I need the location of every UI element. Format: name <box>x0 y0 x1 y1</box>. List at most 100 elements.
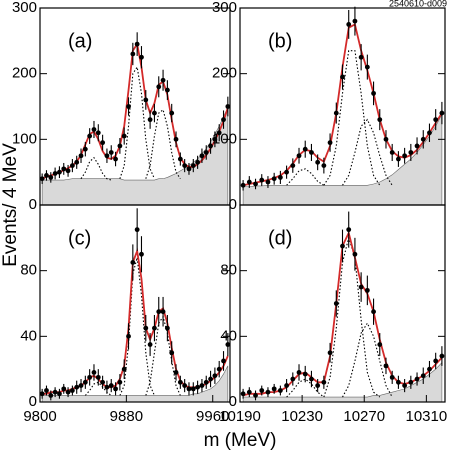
y-tick-label: 80 <box>220 262 237 279</box>
data-point <box>57 169 62 175</box>
data-point <box>225 342 231 347</box>
data-point <box>156 84 162 90</box>
data-point <box>87 133 93 139</box>
data-point <box>253 393 258 398</box>
data-point <box>284 383 289 388</box>
panel-frame <box>239 204 446 403</box>
data-point <box>240 182 246 188</box>
data-point <box>290 163 296 169</box>
data-point <box>389 374 395 380</box>
data-point <box>186 386 192 392</box>
data-point <box>315 383 321 388</box>
data-point <box>216 366 222 372</box>
background-area <box>242 361 443 403</box>
data-point <box>408 379 414 385</box>
data-point <box>190 386 196 392</box>
data-point <box>147 117 153 123</box>
data-point <box>203 379 209 385</box>
data-point <box>433 117 439 123</box>
panel-label: (a) <box>68 30 92 52</box>
data-point <box>134 227 140 233</box>
data-point <box>364 64 370 70</box>
data-point <box>427 366 432 372</box>
data-point <box>427 130 432 136</box>
y-tick-label: 40 <box>220 327 237 344</box>
data-point <box>173 136 179 142</box>
data-point <box>346 227 352 233</box>
data-point <box>383 363 389 369</box>
data-point <box>182 383 188 388</box>
y-tick-label: 0 <box>29 196 37 213</box>
data-point <box>352 18 358 24</box>
data-point <box>177 379 183 385</box>
figure-id: 2540610-d009 <box>389 0 447 8</box>
data-point <box>169 350 175 356</box>
data-point <box>39 391 45 397</box>
data-point <box>169 110 175 116</box>
data-point <box>69 163 75 169</box>
data-point <box>371 90 376 96</box>
data-point <box>277 175 283 180</box>
data-point <box>212 373 218 379</box>
data-point <box>182 163 188 169</box>
data-point <box>377 342 383 347</box>
data-point <box>327 140 333 146</box>
data-point <box>246 179 252 185</box>
data-point <box>414 376 420 382</box>
data-point <box>65 389 71 395</box>
component-curve <box>119 65 155 179</box>
data-point <box>190 163 196 169</box>
y-tick-label: 300 <box>212 0 237 16</box>
background-area <box>41 365 229 403</box>
component-curve <box>342 322 393 398</box>
data-point <box>95 374 101 380</box>
data-point <box>91 370 97 375</box>
y-tick-label: 0 <box>229 393 237 410</box>
data-point <box>52 171 58 176</box>
data-point <box>346 22 352 27</box>
data-point <box>259 177 265 183</box>
panel: 0 100 200 300 (b) <box>212 0 446 213</box>
data-point <box>48 393 54 398</box>
y-tick-label: 100 <box>12 130 37 147</box>
component-curve <box>80 156 112 181</box>
panel: 0 40 80 10190 10230 10270 10310 (d) <box>219 204 447 425</box>
data-point <box>253 181 258 187</box>
data-point <box>340 243 345 249</box>
data-point <box>364 287 370 293</box>
data-point <box>173 370 179 375</box>
data-point <box>439 353 445 359</box>
panel-label: (b) <box>268 30 292 52</box>
data-point <box>333 110 339 116</box>
panel: 0 100 200 300 (a) <box>12 0 231 213</box>
data-point <box>265 389 271 395</box>
data-point <box>117 379 123 385</box>
data-point <box>321 379 327 385</box>
data-point <box>290 376 296 382</box>
component-curve <box>323 50 381 186</box>
data-point <box>91 127 97 132</box>
data-point <box>87 374 93 380</box>
data-point <box>61 166 67 172</box>
data-point <box>44 173 49 178</box>
data-point <box>221 358 226 364</box>
y-tick-label: 0 <box>29 393 37 410</box>
data-point <box>420 373 426 379</box>
data-point <box>139 54 144 60</box>
data-point <box>52 389 58 395</box>
data-point <box>358 284 364 290</box>
data-point <box>309 150 314 155</box>
data-point <box>246 389 252 395</box>
fit-curve <box>42 247 229 395</box>
data-point <box>39 176 45 182</box>
x-tick-label: 10270 <box>343 408 385 425</box>
data-point <box>333 301 339 306</box>
data-point <box>74 384 80 390</box>
data-point <box>383 136 389 142</box>
data-point <box>296 153 302 159</box>
data-point <box>130 51 136 57</box>
data-point <box>402 153 408 159</box>
panel-frame <box>39 204 231 403</box>
data-point <box>389 150 395 155</box>
